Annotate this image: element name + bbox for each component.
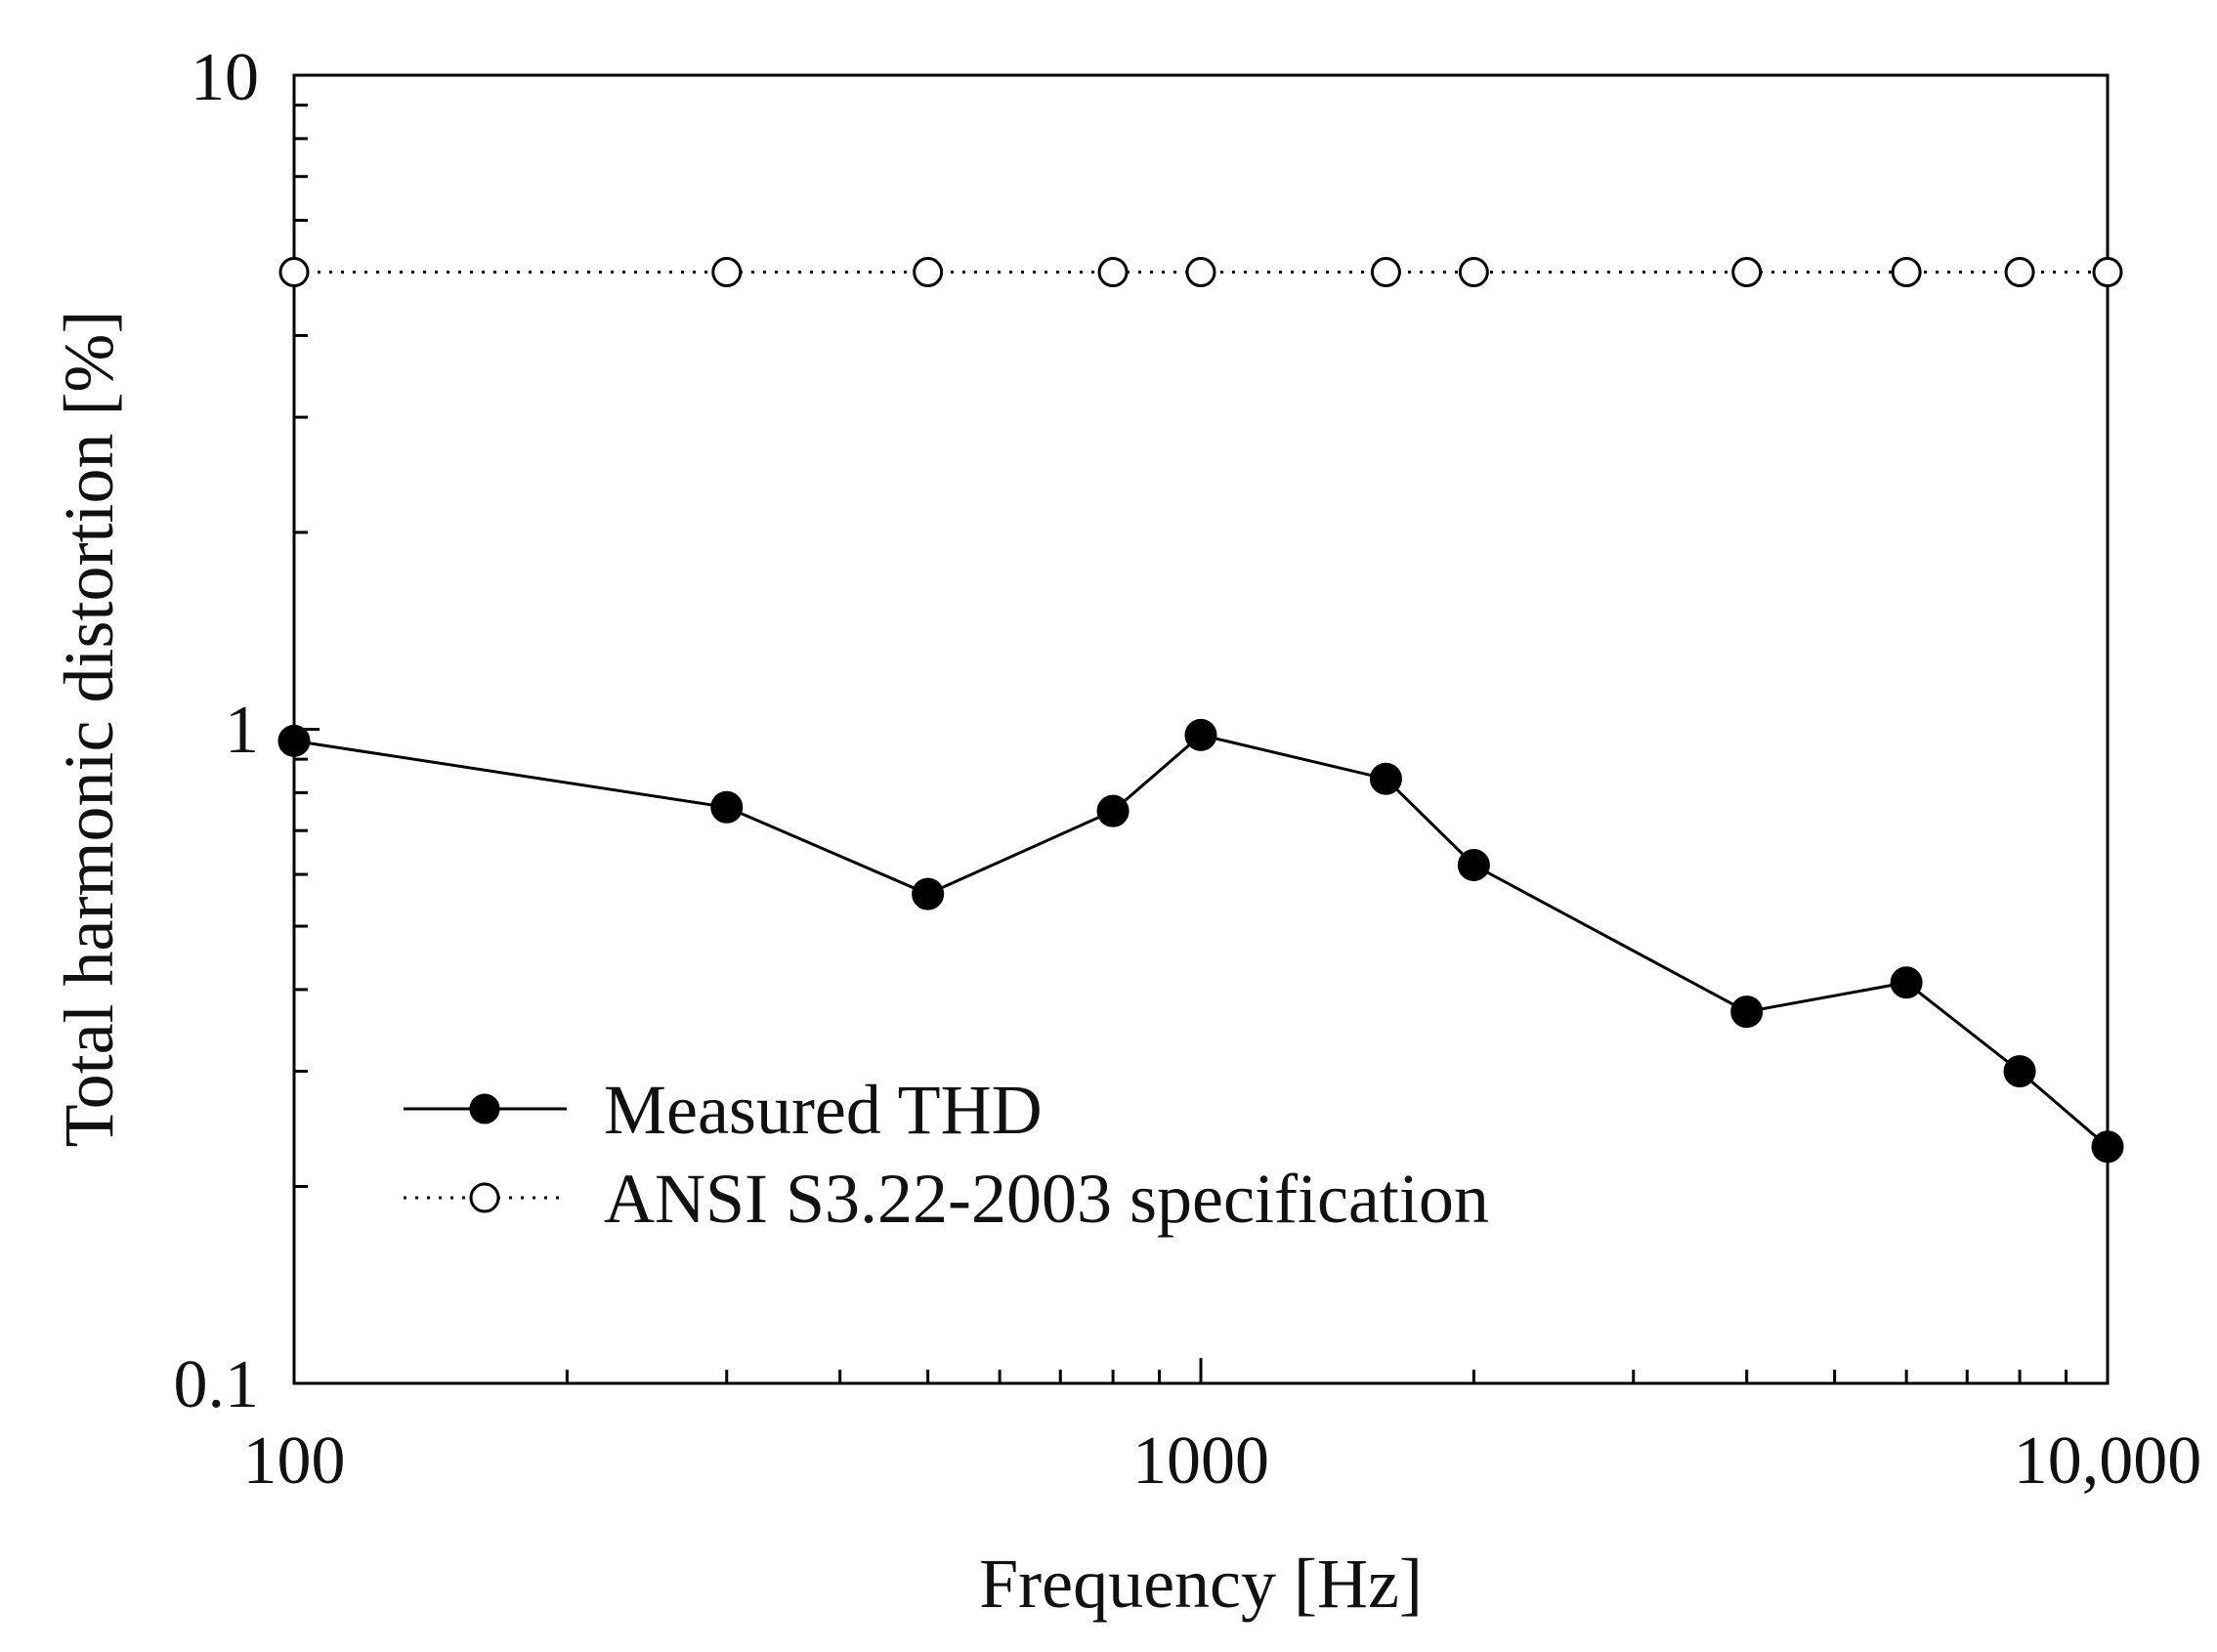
ansi-spec-point bbox=[1731, 257, 1763, 288]
x-tick-label: 100 bbox=[243, 1423, 346, 1499]
ansi-spec-point bbox=[278, 257, 310, 288]
measured-thd-point bbox=[2003, 1055, 2036, 1088]
ansi-spec-point bbox=[1458, 257, 1489, 288]
x-axis-ticks bbox=[292, 1358, 2110, 1383]
ansi-spec-point bbox=[1097, 257, 1129, 288]
series-ansi-spec bbox=[278, 257, 2123, 288]
y-tick-label: 0.1 bbox=[174, 1347, 260, 1422]
series-measured-thd bbox=[277, 718, 2124, 1164]
x-tick-label: 1000 bbox=[1132, 1423, 1269, 1499]
measured-thd-point bbox=[1457, 848, 1490, 881]
legend: Measured THD ANSI S3.22-2003 specificati… bbox=[404, 1071, 1489, 1238]
measured-thd-point bbox=[1369, 762, 1402, 795]
legend-marker-spec bbox=[469, 1182, 500, 1213]
y-axis-title: Total harmonic distortion [%] bbox=[50, 311, 128, 1148]
y-axis-ticks bbox=[294, 73, 320, 1385]
measured-thd-point bbox=[710, 790, 744, 824]
x-axis-title: Frequency [Hz] bbox=[979, 1545, 1423, 1623]
legend-label-spec: ANSI S3.22-2003 specification bbox=[604, 1160, 1489, 1238]
ansi-spec-point bbox=[1185, 257, 1216, 288]
ansi-spec-point bbox=[2092, 257, 2123, 288]
measured-thd-point bbox=[277, 724, 311, 757]
measured-thd-point bbox=[1184, 718, 1217, 751]
y-tick-label: 10 bbox=[191, 40, 259, 115]
legend-label-measured: Measured THD bbox=[604, 1071, 1043, 1149]
ansi-spec-point bbox=[2004, 257, 2035, 288]
measured-thd-point bbox=[912, 877, 945, 911]
measured-thd-point bbox=[1730, 995, 1764, 1029]
ansi-spec-point bbox=[913, 257, 944, 288]
ansi-spec-point bbox=[1891, 257, 1922, 288]
ansi-spec-point bbox=[1370, 257, 1401, 288]
measured-thd-point bbox=[1890, 966, 1923, 999]
legend-marker-measured bbox=[469, 1093, 500, 1124]
y-tick-label: 1 bbox=[225, 693, 259, 768]
ansi-spec-point bbox=[711, 257, 743, 288]
measured-thd-point bbox=[2091, 1130, 2124, 1164]
x-tick-label: 10,000 bbox=[2014, 1423, 2202, 1499]
measured-thd-point bbox=[1096, 794, 1130, 827]
measured-thd-line bbox=[293, 733, 2109, 1148]
